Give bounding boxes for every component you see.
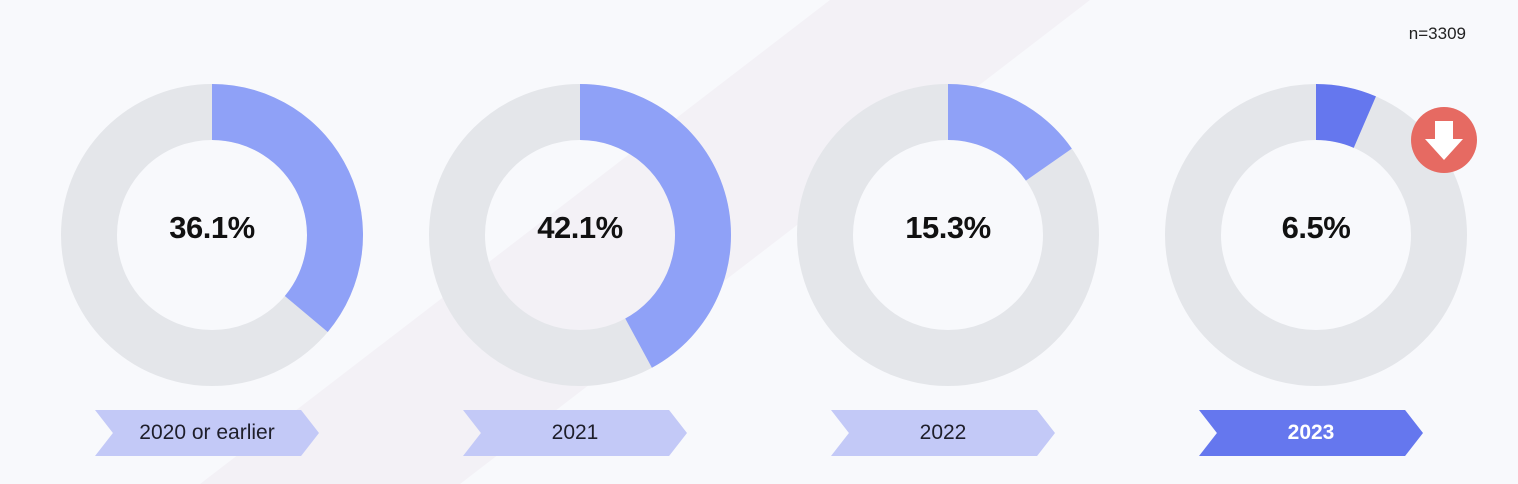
category-label: 2020 or earlier	[95, 410, 319, 456]
donut-chart: 36.1% 2020 or earlier	[57, 80, 367, 460]
category-label: 2023	[1199, 410, 1423, 456]
donut-slice	[212, 84, 363, 332]
donut-slice	[1316, 84, 1376, 148]
donut-value-label: 36.1%	[169, 210, 255, 245]
donut-slice	[580, 84, 731, 368]
donut-value-label: 15.3%	[905, 210, 991, 245]
donut-value-label: 6.5%	[1281, 210, 1351, 245]
donut-svg	[1165, 84, 1467, 386]
donut-svg	[429, 84, 731, 386]
sample-size-label: n=3309	[1408, 24, 1466, 43]
donut-value-label: 42.1%	[537, 210, 623, 245]
donut-svg	[797, 84, 1099, 386]
donut-chart: 42.1% 2021	[425, 80, 735, 460]
donut-svg	[61, 84, 363, 386]
category-label: 2021	[463, 410, 687, 456]
donut-chart: 15.3% 2022	[793, 80, 1103, 460]
donut-slice	[948, 84, 1072, 181]
category-label: 2022	[831, 410, 1055, 456]
arrow-down-icon	[1411, 107, 1477, 173]
donut-chart: 6.5% 2023	[1161, 80, 1471, 460]
trend-badge	[1411, 107, 1477, 173]
